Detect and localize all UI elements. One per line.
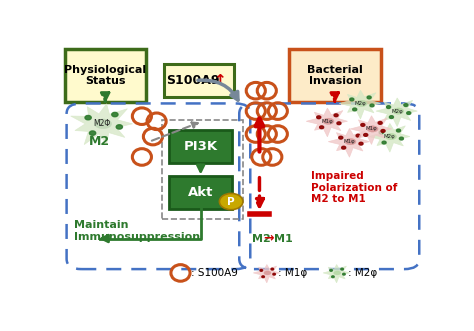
Text: M1φ: M1φ xyxy=(321,119,333,124)
Ellipse shape xyxy=(385,133,396,140)
Circle shape xyxy=(386,106,391,109)
Text: Physiological
Status: Physiological Status xyxy=(64,65,146,86)
Circle shape xyxy=(319,126,324,129)
FancyBboxPatch shape xyxy=(164,64,234,97)
Circle shape xyxy=(397,129,401,132)
Circle shape xyxy=(343,273,345,275)
Text: Akt: Akt xyxy=(188,186,213,199)
Text: PI3K: PI3K xyxy=(183,140,218,153)
Circle shape xyxy=(116,125,122,129)
FancyBboxPatch shape xyxy=(169,176,232,209)
Circle shape xyxy=(339,136,343,139)
Text: M2φ: M2φ xyxy=(392,109,403,114)
Circle shape xyxy=(219,193,243,210)
Circle shape xyxy=(361,123,365,126)
Text: : M2φ: : M2φ xyxy=(347,268,377,278)
Ellipse shape xyxy=(367,126,378,132)
Ellipse shape xyxy=(323,118,334,124)
Circle shape xyxy=(271,268,273,270)
Circle shape xyxy=(378,121,382,124)
Text: M1φ: M1φ xyxy=(344,139,356,144)
Text: P: P xyxy=(228,197,235,207)
Circle shape xyxy=(112,113,118,117)
Polygon shape xyxy=(323,264,349,283)
Text: M1: M1 xyxy=(274,233,293,244)
Ellipse shape xyxy=(334,271,341,275)
Circle shape xyxy=(337,122,341,125)
Text: Bacterial
Invasion: Bacterial Invasion xyxy=(307,65,363,86)
Text: : S100A9: : S100A9 xyxy=(191,268,238,278)
Circle shape xyxy=(350,98,354,101)
Circle shape xyxy=(379,131,383,134)
Circle shape xyxy=(317,116,321,119)
FancyBboxPatch shape xyxy=(65,49,146,102)
Circle shape xyxy=(330,269,332,271)
Circle shape xyxy=(262,276,264,278)
Polygon shape xyxy=(376,98,417,127)
Circle shape xyxy=(400,137,403,140)
Polygon shape xyxy=(328,128,370,157)
Circle shape xyxy=(341,268,343,270)
Text: S100A9: S100A9 xyxy=(166,74,220,87)
Circle shape xyxy=(404,104,408,107)
Ellipse shape xyxy=(94,119,112,129)
Text: M2φ: M2φ xyxy=(384,134,396,139)
Circle shape xyxy=(332,276,334,278)
Text: M2: M2 xyxy=(89,135,110,148)
Text: Impaired
Polarization of
M2 to M1: Impaired Polarization of M2 to M1 xyxy=(311,171,397,204)
Circle shape xyxy=(90,131,96,135)
Ellipse shape xyxy=(392,108,404,114)
Text: ↑: ↑ xyxy=(213,73,226,88)
Circle shape xyxy=(381,129,385,132)
Circle shape xyxy=(85,116,91,120)
Text: →: → xyxy=(264,232,279,245)
Polygon shape xyxy=(71,104,133,145)
Ellipse shape xyxy=(345,138,356,145)
Ellipse shape xyxy=(356,100,367,107)
Text: M2Φ: M2Φ xyxy=(93,119,110,128)
Text: M2: M2 xyxy=(252,233,275,244)
Circle shape xyxy=(364,133,368,136)
Polygon shape xyxy=(369,123,410,152)
Text: M2φ: M2φ xyxy=(355,101,366,106)
Polygon shape xyxy=(306,108,347,137)
Circle shape xyxy=(273,273,275,275)
Text: : M1φ: : M1φ xyxy=(278,268,307,278)
Circle shape xyxy=(382,141,386,144)
Circle shape xyxy=(356,134,360,137)
Circle shape xyxy=(407,112,411,115)
Polygon shape xyxy=(253,264,280,283)
FancyBboxPatch shape xyxy=(289,49,381,102)
Polygon shape xyxy=(350,116,392,144)
Text: M1φ: M1φ xyxy=(365,126,377,131)
Ellipse shape xyxy=(264,271,271,275)
Text: Maintain
Immunosuppression: Maintain Immunosuppression xyxy=(74,220,200,242)
Circle shape xyxy=(367,96,371,99)
Circle shape xyxy=(390,116,393,118)
Circle shape xyxy=(353,108,357,111)
Polygon shape xyxy=(339,90,381,119)
Circle shape xyxy=(260,269,263,271)
Circle shape xyxy=(334,114,338,117)
Circle shape xyxy=(370,104,374,107)
Circle shape xyxy=(359,142,363,145)
Circle shape xyxy=(342,146,346,149)
FancyBboxPatch shape xyxy=(169,130,232,163)
